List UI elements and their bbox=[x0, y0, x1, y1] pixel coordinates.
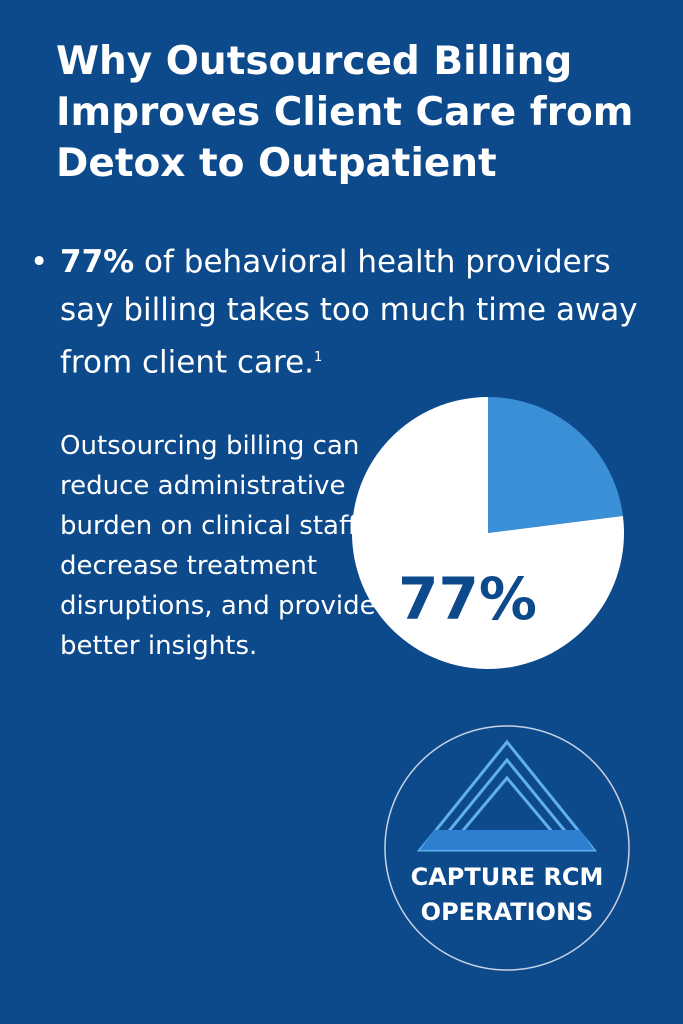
bullet-dot: • bbox=[30, 244, 49, 280]
pie-slice bbox=[351, 397, 624, 669]
title: Why Outsourced Billing Improves Client C… bbox=[56, 39, 634, 186]
logo-line1: CAPTURE RCM bbox=[411, 863, 604, 891]
paragraph: Outsourcing billing can reduce administr… bbox=[60, 431, 376, 661]
logo: CAPTURE RCM OPERATIONS bbox=[384, 725, 630, 971]
bullet-text: 77% of behavioral health providers say b… bbox=[60, 238, 660, 386]
bullet-body: of behavioral health providers say billi… bbox=[60, 244, 638, 381]
logo-base bbox=[420, 830, 594, 850]
logo-line2: OPERATIONS bbox=[421, 898, 594, 926]
pie-label: 77% bbox=[398, 565, 537, 633]
bullet: • 77% of behavioral health providers say… bbox=[30, 238, 660, 386]
logo-circle bbox=[384, 725, 630, 971]
footnote: 1 bbox=[314, 350, 323, 365]
pie-slice bbox=[488, 397, 623, 533]
bullet-highlight: 77% bbox=[60, 244, 135, 280]
